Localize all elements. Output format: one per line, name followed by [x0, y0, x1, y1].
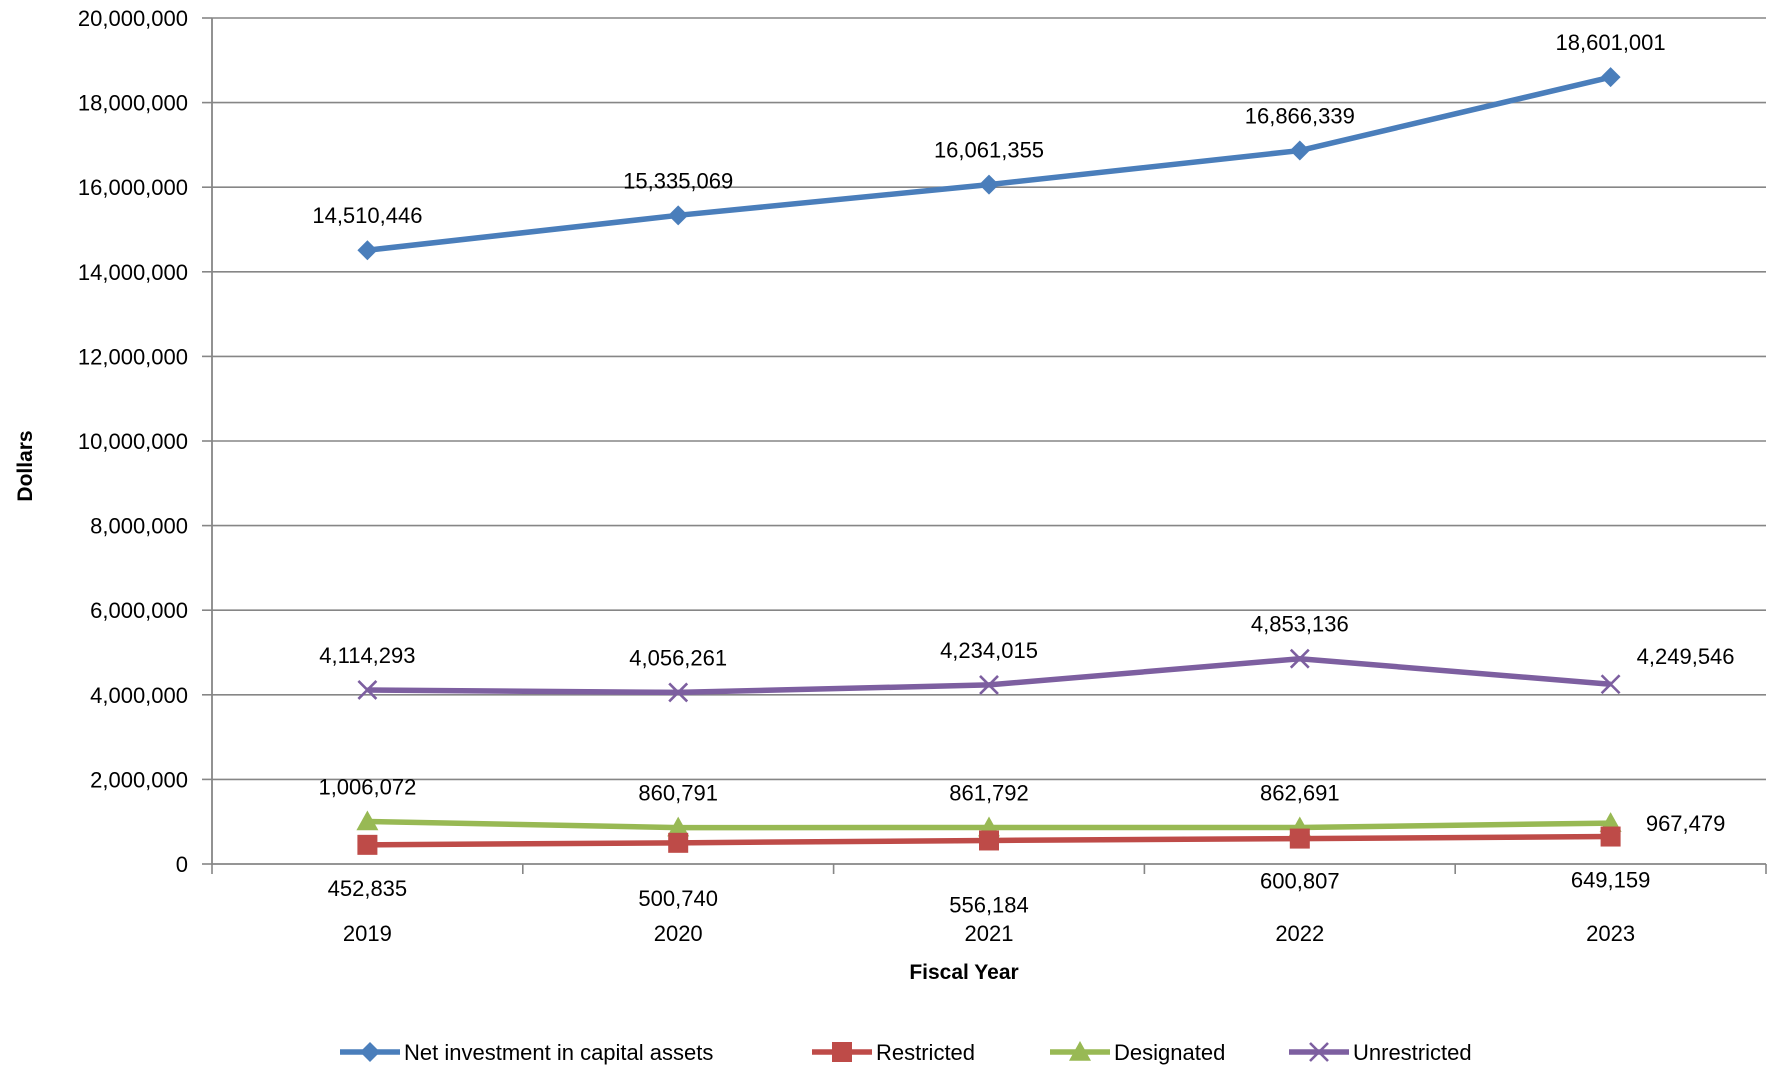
gridlines: [212, 17, 1766, 781]
series-restricted: [357, 826, 1621, 855]
x-marker: [1289, 648, 1310, 669]
series-lines: [356, 67, 1622, 855]
data-label: 16,866,339: [1245, 104, 1355, 129]
diamond-marker: [357, 240, 378, 261]
y-tick-label: 2,000,000: [90, 767, 188, 792]
y-tick-label: 16,000,000: [78, 175, 188, 200]
square-marker: [1289, 828, 1310, 849]
data-label: 4,249,546: [1637, 644, 1735, 669]
data-label: 4,853,136: [1251, 612, 1349, 637]
x-tick-label: 2020: [654, 921, 703, 946]
legend-label: Restricted: [876, 1040, 975, 1065]
data-label: 4,234,015: [940, 638, 1038, 663]
square-marker: [357, 834, 378, 855]
y-axis-title: Dollars: [14, 430, 37, 501]
data-label: 1,006,072: [318, 774, 416, 799]
x-marker: [979, 674, 999, 695]
y-tick-label: 12,000,000: [78, 344, 188, 369]
diamond-marker: [668, 205, 689, 226]
legend-item-net-investment-in-capital-assets: Net investment in capital assets: [340, 1040, 713, 1065]
x-tick-label: 2019: [343, 921, 392, 946]
x-marker: [1600, 674, 1621, 695]
x-tick-label: 2021: [965, 921, 1014, 946]
x-tick-label: 2022: [1275, 921, 1324, 946]
data-label: 452,835: [328, 876, 408, 901]
data-label: 860,791: [638, 781, 718, 806]
y-tick-label: 18,000,000: [78, 91, 188, 116]
data-label: 4,056,261: [629, 645, 727, 670]
y-tick-label: 10,000,000: [78, 429, 188, 454]
y-tick-label: 20,000,000: [78, 6, 188, 31]
data-label: 500,740: [638, 886, 718, 911]
data-label: 556,184: [949, 892, 1029, 917]
triangle-marker: [667, 816, 690, 837]
diamond-marker: [1289, 140, 1310, 161]
legend-item-unrestricted: Unrestricted: [1289, 1040, 1472, 1065]
square-marker: [668, 832, 689, 853]
diamond-marker: [979, 174, 999, 195]
data-label: 4,114,293: [319, 643, 415, 668]
series-unrestricted: [357, 648, 1621, 703]
data-label: 649,159: [1571, 868, 1651, 893]
data-label: 862,691: [1260, 781, 1340, 806]
legend-label: Net investment in capital assets: [404, 1040, 713, 1065]
x-axis-title: Fiscal Year: [909, 961, 1018, 984]
legend-triangle-marker: [1069, 1041, 1091, 1061]
y-tick-label: 14,000,000: [78, 260, 188, 285]
diamond-marker: [1600, 67, 1621, 88]
data-label: 861,792: [949, 781, 1029, 806]
legend-item-restricted: Restricted: [812, 1040, 975, 1065]
y-tick-label: 4,000,000: [90, 683, 188, 708]
legend: Net investment in capital assets Restrict…: [340, 1040, 1472, 1065]
data-label: 14,510,446: [312, 203, 422, 228]
series-net-investment-in-capital-assets: [357, 67, 1621, 261]
square-marker: [1600, 826, 1621, 847]
legend-square-marker: [832, 1042, 852, 1062]
x-marker: [357, 680, 378, 700]
data-labels: 14,510,446 15,335,069 16,061,355 16,866,339…: [312, 30, 1734, 917]
data-label: 18,601,001: [1556, 30, 1666, 55]
legend-label: Designated: [1114, 1040, 1225, 1065]
square-marker: [979, 830, 999, 851]
data-label: 967,479: [1646, 811, 1726, 836]
data-label: 16,061,355: [934, 138, 1044, 163]
y-tick-label: 0: [176, 852, 188, 877]
legend-diamond-marker: [360, 1042, 380, 1062]
x-tick-label: 2023: [1586, 921, 1635, 946]
data-label: 15,335,069: [623, 168, 733, 193]
x-marker: [668, 682, 689, 703]
legend-label: Unrestricted: [1353, 1040, 1472, 1065]
series-line: [367, 655, 1611, 696]
legend-item-designated: Designated: [1050, 1040, 1225, 1065]
axes: 0 2,000,000 4,000,000 6,000,000 8,000,000 10,…: [78, 6, 1767, 946]
triangle-marker: [356, 810, 379, 831]
y-tick-label: 6,000,000: [90, 598, 188, 623]
legend-x-marker: [1309, 1042, 1329, 1062]
y-tick-label: 8,000,000: [90, 514, 188, 539]
data-label: 600,807: [1260, 869, 1340, 894]
